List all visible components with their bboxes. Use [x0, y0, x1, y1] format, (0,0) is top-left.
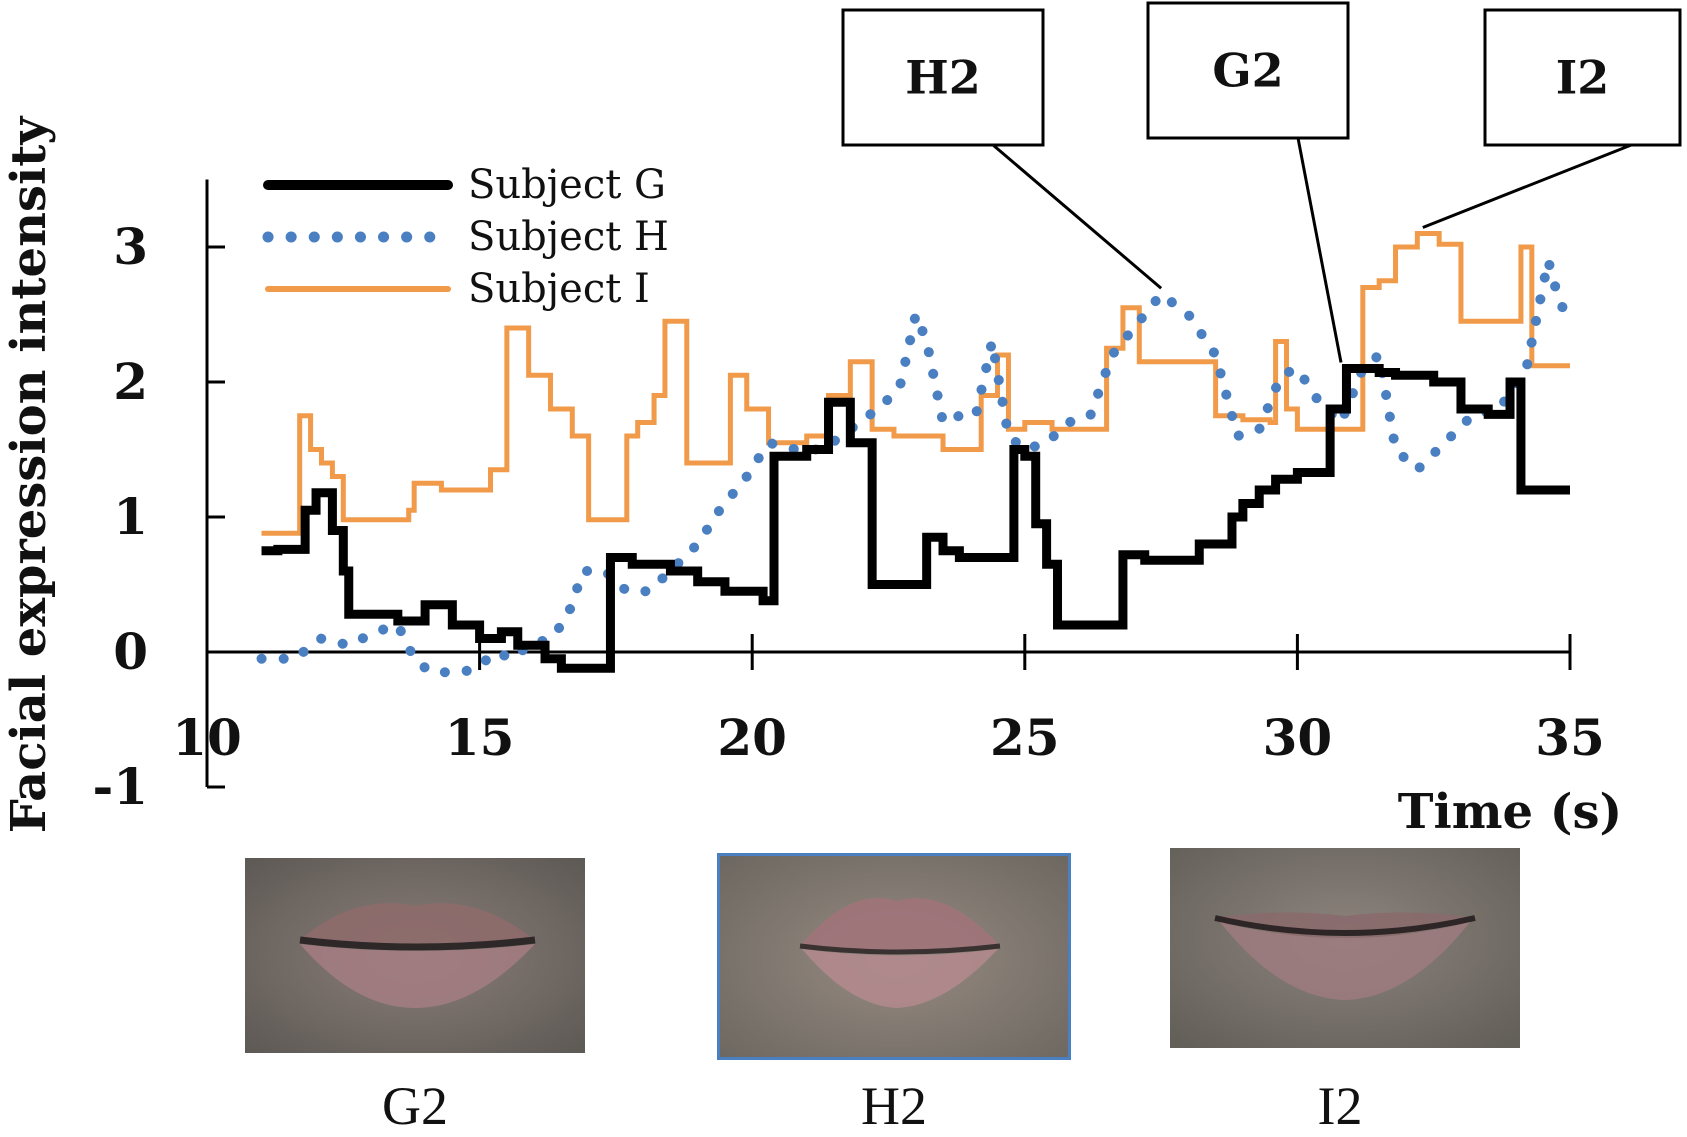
legend-subject-g-label: Subject G: [468, 162, 666, 208]
x-axis-title: Time (s): [1398, 784, 1622, 840]
callout-i2-box: [1483, 8, 1682, 147]
x-tick-label: 10: [172, 708, 242, 767]
y-tick-label: 2: [113, 352, 148, 411]
x-tick-label: 20: [717, 708, 787, 767]
thumbnail-caption-g2: G2: [382, 1076, 448, 1136]
series-subject-g-line: [261, 364, 1570, 673]
x-tick-label: 15: [445, 708, 515, 767]
callouts: H2 G2 I2: [841, 1, 1682, 363]
callout-i2-leader: [1422, 143, 1632, 229]
legend: Subject G Subject H Subject I: [262, 162, 669, 312]
thumbnail-h2: [717, 853, 1071, 1060]
legend-subject-i-label: Subject I: [468, 266, 650, 312]
axes: -1 0 1 2 3 10 15 20 25 30 35: [92, 179, 1605, 816]
x-tick-label: 30: [1263, 708, 1333, 767]
x-tick-label: 25: [990, 708, 1060, 767]
y-axis-title: Facial expression intensity: [1, 115, 57, 834]
thumbnail-caption-h2: H2: [861, 1076, 927, 1136]
y-tick-label: 3: [113, 217, 148, 276]
pressed-lips-image: [720, 856, 1068, 1057]
smiling-lips-image: [1170, 848, 1520, 1048]
series-layer: [256, 231, 1575, 678]
callout-g2-leader: [1296, 137, 1343, 363]
thumbnail-g2: [245, 858, 585, 1053]
callout-h2-box: [841, 8, 1045, 147]
callout-i2-label: I2: [1556, 51, 1610, 105]
thumbnail-caption-i2: I2: [1317, 1076, 1363, 1136]
callout-h2-label: H2: [905, 51, 980, 105]
neutral-lips-image: [245, 858, 585, 1053]
y-tick-label: -1: [92, 757, 148, 816]
series-subject-h-line: [256, 259, 1575, 678]
callout-g2-label: G2: [1212, 44, 1283, 98]
series-subject-i-line: [261, 231, 1570, 536]
callout-g2-box: [1146, 1, 1350, 140]
callout-h2-leader: [992, 143, 1163, 290]
x-tick-label: 35: [1535, 708, 1605, 767]
legend-subject-h-label: Subject H: [468, 214, 669, 260]
thumbnail-i2: [1170, 848, 1520, 1048]
y-tick-label: 1: [113, 487, 148, 546]
y-tick-label: 0: [113, 622, 148, 681]
